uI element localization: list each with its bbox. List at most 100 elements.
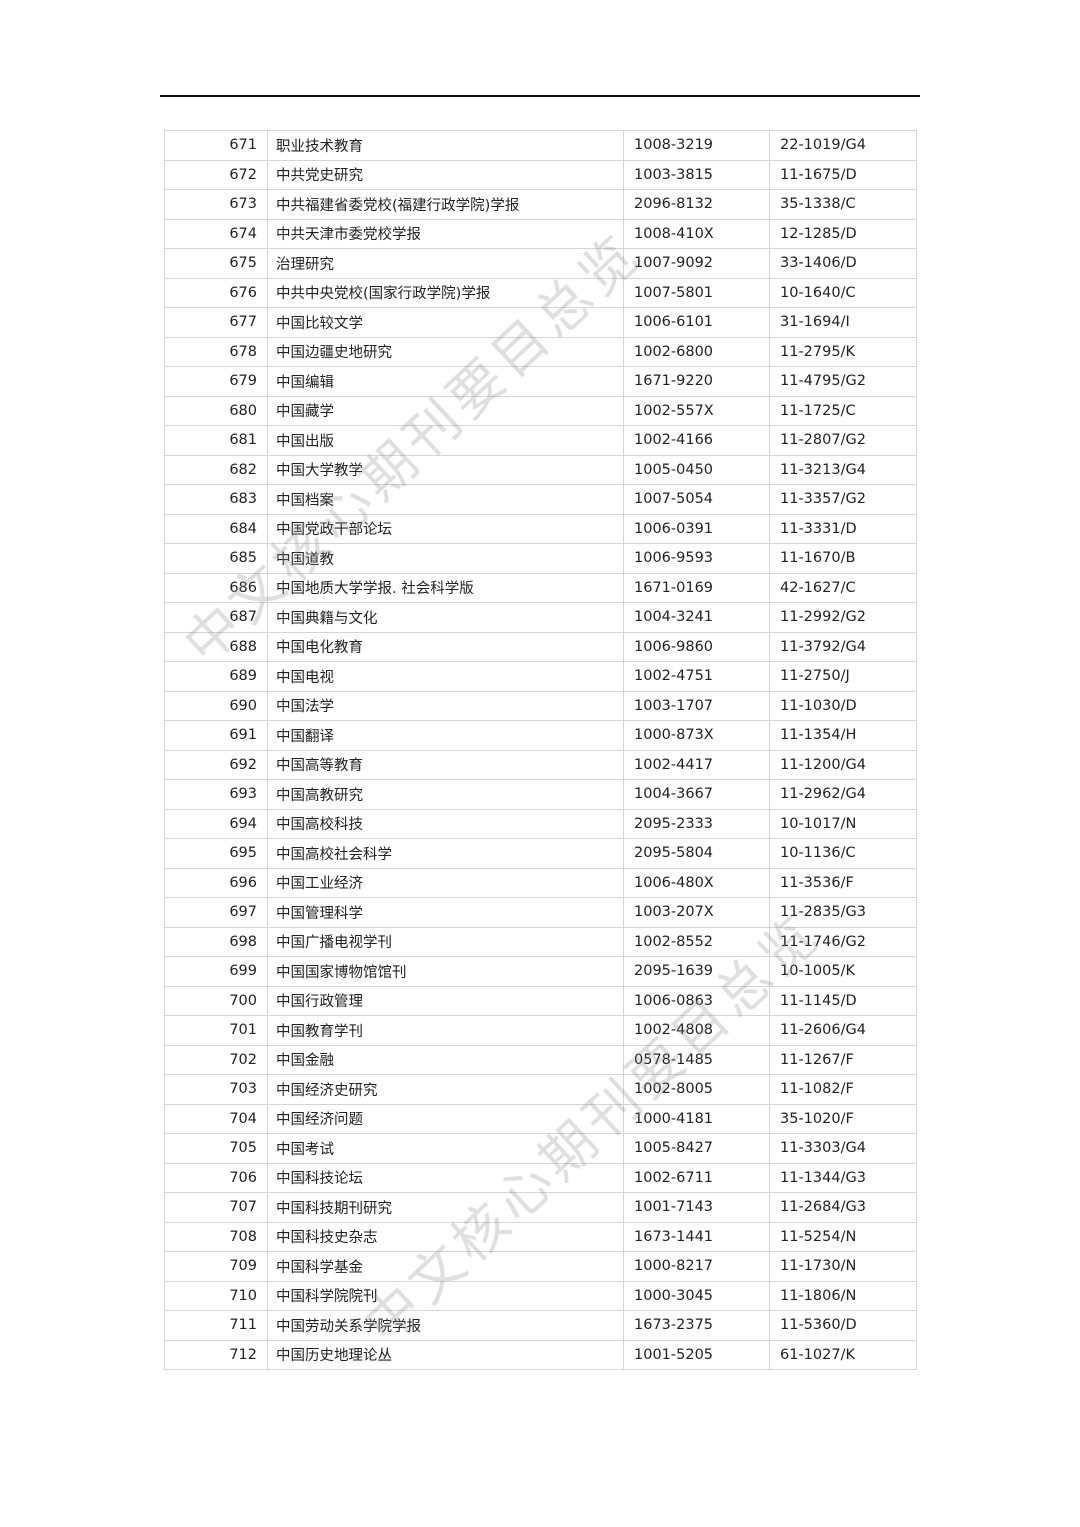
- cn-number: 11-1670/B: [769, 543, 917, 574]
- issn: 1006-9860: [623, 631, 770, 662]
- journal-name: 中国地质大学学报. 社会科学版: [267, 572, 624, 603]
- issn: 1006-0863: [623, 985, 770, 1016]
- table-row: 696 中国工业经济 1006-480X 11-3536/F: [164, 867, 917, 898]
- row-number: 710: [164, 1280, 268, 1311]
- row-number: 705: [164, 1133, 268, 1164]
- cn-number: 35-1020/F: [769, 1103, 917, 1134]
- cn-number: 11-3792/G4: [769, 631, 917, 662]
- row-number: 683: [164, 484, 268, 515]
- journal-name: 职业技术教育: [267, 130, 624, 161]
- journal-name: 中国历史地理论丛: [267, 1339, 624, 1370]
- journal-name: 中共中央党校(国家行政学院)学报: [267, 277, 624, 308]
- journal-name: 中国高等教育: [267, 749, 624, 780]
- journal-name: 中国广播电视学刊: [267, 926, 624, 957]
- journal-name: 中国工业经济: [267, 867, 624, 898]
- journal-name: 中共天津市委党校学报: [267, 218, 624, 249]
- cn-number: 33-1406/D: [769, 248, 917, 279]
- table-row: 694 中国高校科技 2095-2333 10-1017/N: [164, 808, 917, 839]
- journal-name: 中国科技论坛: [267, 1162, 624, 1193]
- issn: 1006-9593: [623, 543, 770, 574]
- journal-name: 中国边疆史地研究: [267, 336, 624, 367]
- table-row: 699 中国国家博物馆馆刊 2095-1639 10-1005/K: [164, 956, 917, 987]
- table-row: 683 中国档案 1007-5054 11-3357/G2: [164, 484, 917, 515]
- cn-number: 11-2807/G2: [769, 425, 917, 456]
- issn: 1003-207X: [623, 897, 770, 928]
- cn-number: 35-1338/C: [769, 189, 917, 220]
- row-number: 706: [164, 1162, 268, 1193]
- issn: 1006-6101: [623, 307, 770, 338]
- issn: 1001-5205: [623, 1339, 770, 1370]
- row-number: 698: [164, 926, 268, 957]
- cn-number: 11-2962/G4: [769, 779, 917, 810]
- row-number: 677: [164, 307, 268, 338]
- issn: 1673-1441: [623, 1221, 770, 1252]
- journal-name: 中国行政管理: [267, 985, 624, 1016]
- journal-name: 中国考试: [267, 1133, 624, 1164]
- table-row: 709 中国科学基金 1000-8217 11-1730/N: [164, 1251, 917, 1282]
- table-row: 695 中国高校社会科学 2095-5804 10-1136/C: [164, 838, 917, 869]
- journal-name: 中国科技期刊研究: [267, 1192, 624, 1223]
- cn-number: 11-3331/D: [769, 513, 917, 544]
- row-number: 671: [164, 130, 268, 161]
- issn: 1005-8427: [623, 1133, 770, 1164]
- cn-number: 11-1354/H: [769, 720, 917, 751]
- row-number: 691: [164, 720, 268, 751]
- cn-number: 42-1627/C: [769, 572, 917, 603]
- issn: 1007-5054: [623, 484, 770, 515]
- row-number: 690: [164, 690, 268, 721]
- row-number: 699: [164, 956, 268, 987]
- journal-name: 中国比较文学: [267, 307, 624, 338]
- issn: 1000-4181: [623, 1103, 770, 1134]
- table-row: 679 中国编辑 1671-9220 11-4795/G2: [164, 366, 917, 397]
- journal-name: 中国电化教育: [267, 631, 624, 662]
- journal-name: 中国科学基金: [267, 1251, 624, 1282]
- issn: 1008-410X: [623, 218, 770, 249]
- row-number: 686: [164, 572, 268, 603]
- journal-name: 中共福建省委党校(福建行政学院)学报: [267, 189, 624, 220]
- row-number: 689: [164, 661, 268, 692]
- issn: 2095-2333: [623, 808, 770, 839]
- table-row: 703 中国经济史研究 1002-8005 11-1082/F: [164, 1074, 917, 1105]
- issn: 1002-8552: [623, 926, 770, 957]
- issn: 1005-0450: [623, 454, 770, 485]
- row-number: 678: [164, 336, 268, 367]
- issn: 1671-9220: [623, 366, 770, 397]
- row-number: 711: [164, 1310, 268, 1341]
- issn: 1000-873X: [623, 720, 770, 751]
- cn-number: 11-3303/G4: [769, 1133, 917, 1164]
- issn: 2095-1639: [623, 956, 770, 987]
- cn-number: 11-2750/J: [769, 661, 917, 692]
- cn-number: 11-3213/G4: [769, 454, 917, 485]
- journal-name: 中国党政干部论坛: [267, 513, 624, 544]
- table-row: 700 中国行政管理 1006-0863 11-1145/D: [164, 985, 917, 1016]
- table-row: 689 中国电视 1002-4751 11-2750/J: [164, 661, 917, 692]
- cn-number: 10-1136/C: [769, 838, 917, 869]
- table-row: 710 中国科学院院刊 1000-3045 11-1806/N: [164, 1280, 917, 1311]
- issn: 0578-1485: [623, 1044, 770, 1075]
- issn: 1006-480X: [623, 867, 770, 898]
- cn-number: 11-1730/N: [769, 1251, 917, 1282]
- issn: 1002-4751: [623, 661, 770, 692]
- table-row: 675 治理研究 1007-9092 33-1406/D: [164, 248, 917, 279]
- issn: 1002-6800: [623, 336, 770, 367]
- table-row: 680 中国藏学 1002-557X 11-1725/C: [164, 395, 917, 426]
- cn-number: 12-1285/D: [769, 218, 917, 249]
- issn: 2096-8132: [623, 189, 770, 220]
- table-row: 712 中国历史地理论丛 1001-5205 61-1027/K: [164, 1339, 917, 1370]
- row-number: 695: [164, 838, 268, 869]
- cn-number: 10-1005/K: [769, 956, 917, 987]
- row-number: 684: [164, 513, 268, 544]
- issn: 1008-3219: [623, 130, 770, 161]
- row-number: 712: [164, 1339, 268, 1370]
- journal-name: 中国法学: [267, 690, 624, 721]
- table-row: 707 中国科技期刊研究 1001-7143 11-2684/G3: [164, 1192, 917, 1223]
- row-number: 703: [164, 1074, 268, 1105]
- table-row: 692 中国高等教育 1002-4417 11-1200/G4: [164, 749, 917, 780]
- table-row: 697 中国管理科学 1003-207X 11-2835/G3: [164, 897, 917, 928]
- row-number: 685: [164, 543, 268, 574]
- cn-number: 61-1027/K: [769, 1339, 917, 1370]
- row-number: 676: [164, 277, 268, 308]
- journal-name: 中国科技史杂志: [267, 1221, 624, 1252]
- journal-name: 中国经济问题: [267, 1103, 624, 1134]
- row-number: 675: [164, 248, 268, 279]
